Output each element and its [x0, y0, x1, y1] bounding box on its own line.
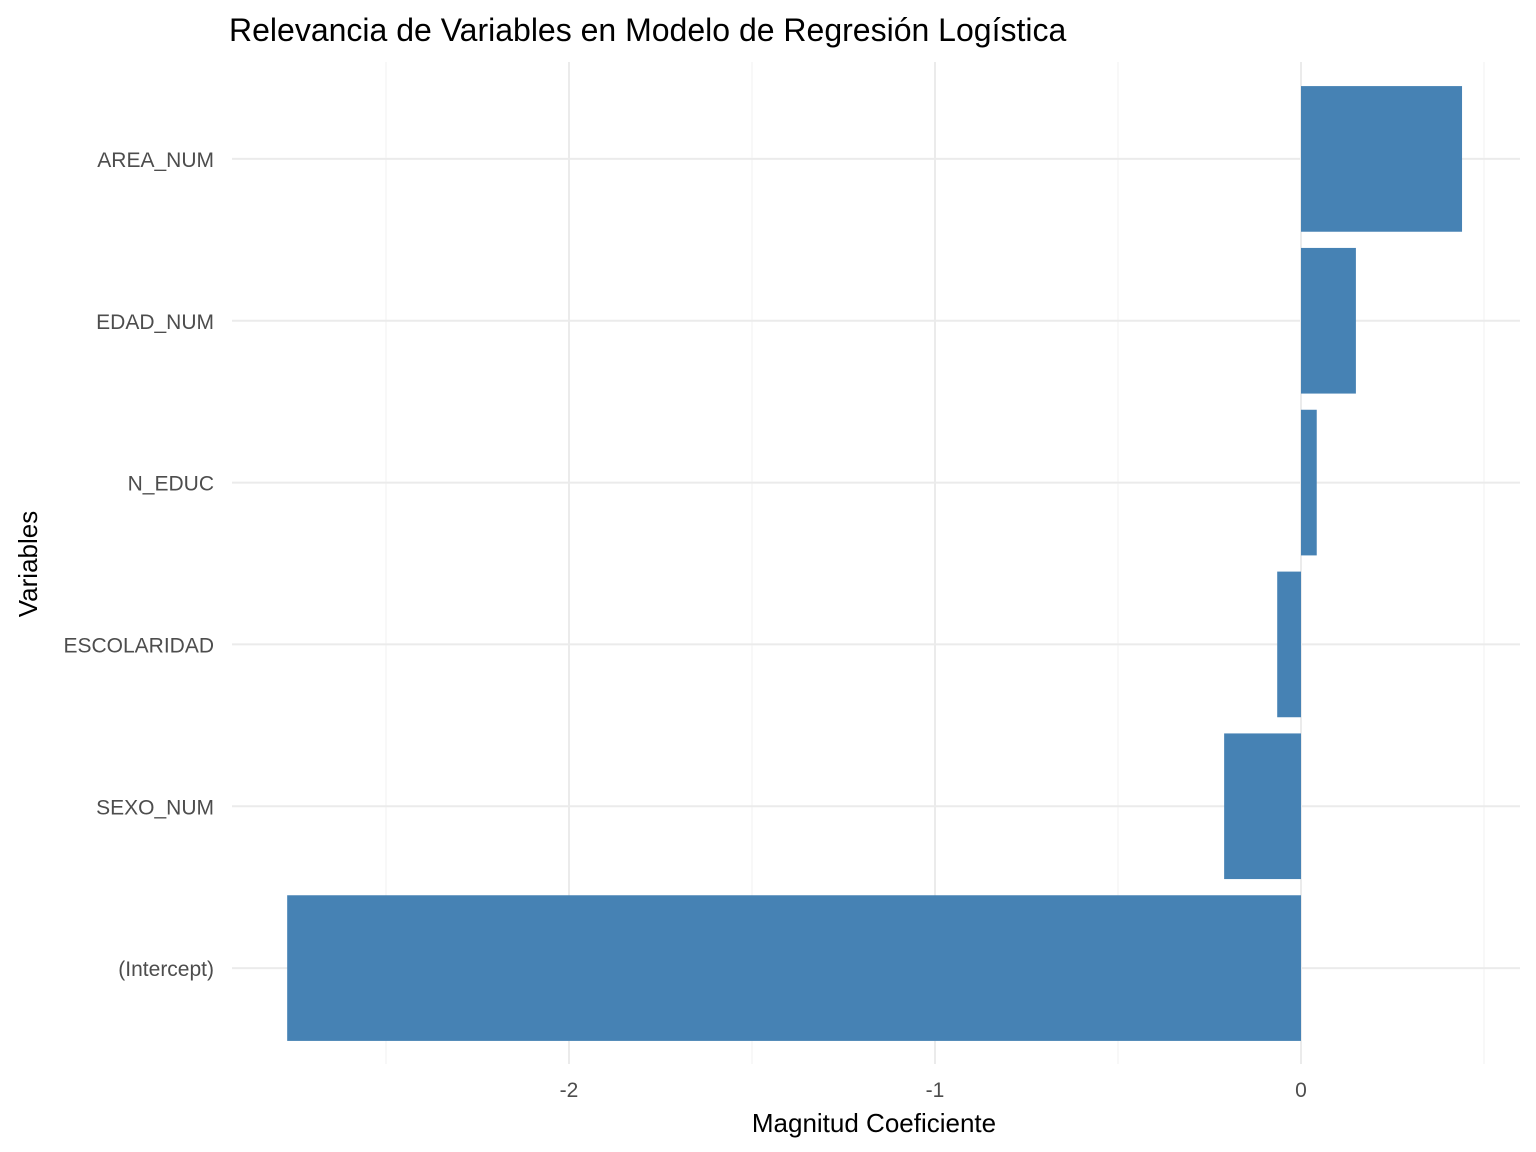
x-axis-title: Magnitud Coeficiente: [752, 1108, 996, 1138]
y-tick-labels: (Intercept) SEXO_NUM ESCOLARIDAD N_EDUC EDAD…: [63, 149, 214, 981]
y-tick-label: EDAD_NUM: [96, 311, 214, 334]
x-tick-labels: -2 -1 0: [560, 1079, 1307, 1102]
bar-n-educ: [1301, 409, 1317, 556]
bar-edad-num: [1301, 247, 1356, 394]
y-tick-label: N_EDUC: [128, 473, 214, 496]
bars: [287, 86, 1463, 1041]
bar-sexo-num: [1224, 733, 1301, 880]
bar-escolaridad: [1277, 571, 1301, 718]
y-axis-title: Variables: [13, 511, 43, 617]
chart-title: Relevancia de Variables en Modelo de Reg…: [229, 12, 1066, 48]
y-tick-label: (Intercept): [118, 958, 214, 981]
y-tick-label: ESCOLARIDAD: [63, 634, 214, 657]
bar-intercept: [287, 895, 1301, 1041]
x-tick-label: -1: [926, 1079, 945, 1102]
bar-area-num: [1301, 86, 1463, 232]
y-tick-label: AREA_NUM: [97, 149, 214, 172]
x-tick-label: 0: [1295, 1079, 1307, 1102]
y-tick-label: SEXO_NUM: [96, 796, 214, 819]
x-tick-label: -2: [560, 1079, 579, 1102]
